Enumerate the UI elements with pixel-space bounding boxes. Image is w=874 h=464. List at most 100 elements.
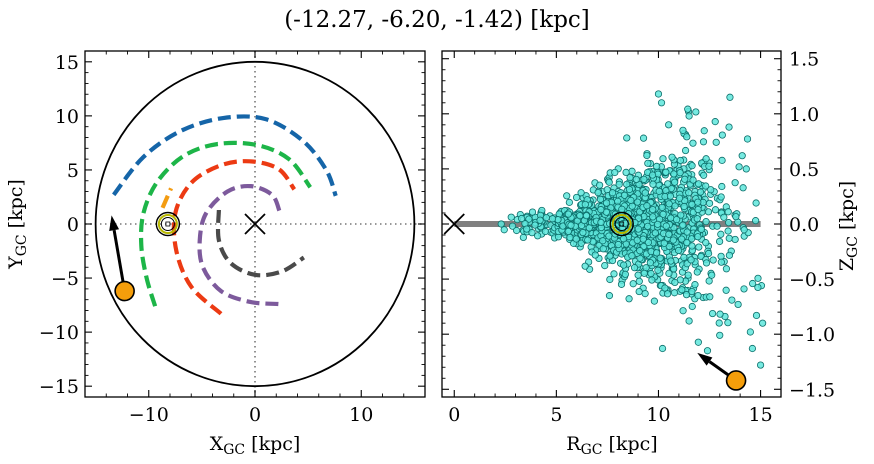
star-point	[716, 310, 724, 318]
star-point	[702, 218, 710, 226]
target-marker	[114, 280, 135, 302]
star-point	[731, 179, 739, 187]
star-point	[725, 219, 733, 227]
star-point	[715, 319, 723, 327]
star-point	[720, 213, 728, 221]
star-point	[670, 289, 679, 297]
star-point	[702, 182, 710, 190]
star-point	[717, 230, 725, 238]
star-point	[649, 180, 657, 188]
x-tick-label: 0	[448, 404, 460, 426]
star-point	[687, 256, 695, 264]
star-point	[717, 193, 725, 201]
star-point	[735, 163, 743, 171]
star-point	[739, 184, 747, 192]
motion-arrow	[109, 215, 127, 292]
y-tick-label: −15	[39, 376, 79, 398]
star-point	[738, 152, 746, 160]
star-point	[659, 155, 667, 163]
spiral-arm-orange	[160, 187, 173, 209]
star-point	[644, 222, 652, 230]
star-point	[676, 156, 685, 165]
target-marker-rz	[725, 370, 747, 391]
star-point	[724, 208, 732, 216]
star-point	[632, 175, 640, 184]
y-tick-label: 0.5	[789, 159, 819, 181]
star-point	[628, 202, 636, 210]
star-point	[618, 205, 626, 213]
y-tick-label: −5	[51, 268, 79, 290]
star-point	[566, 233, 574, 242]
star-point	[659, 210, 667, 218]
star-point	[625, 185, 634, 194]
star-scatter	[497, 90, 767, 369]
star-point	[685, 189, 693, 197]
star-point	[711, 118, 719, 126]
star-point	[694, 205, 702, 214]
star-point	[743, 135, 752, 143]
star-point	[591, 251, 599, 259]
sun-marker	[155, 211, 181, 237]
star-point	[585, 224, 593, 232]
star-point	[663, 290, 672, 298]
spiral-arm-purple	[197, 183, 282, 307]
star-point	[620, 191, 629, 199]
star-point	[523, 225, 531, 233]
star-point	[665, 121, 673, 129]
star-point	[705, 199, 714, 207]
star-point	[688, 162, 696, 170]
star-point	[606, 252, 614, 260]
star-point	[667, 214, 675, 222]
star-point	[709, 256, 717, 264]
y-tick-label: −10	[39, 322, 79, 344]
star-point	[716, 237, 724, 246]
star-point	[725, 234, 733, 242]
star-point	[759, 319, 767, 327]
star-point	[683, 239, 691, 247]
star-point	[564, 227, 572, 236]
star-point	[693, 268, 701, 276]
star-point	[676, 169, 684, 177]
star-point	[623, 134, 631, 142]
star-point	[717, 258, 725, 266]
star-point	[643, 202, 651, 210]
star-point	[513, 226, 521, 235]
star-point	[627, 196, 635, 204]
star-point	[713, 222, 721, 230]
star-point	[581, 200, 589, 209]
star-point	[722, 286, 730, 294]
star-point	[679, 221, 687, 229]
star-point	[680, 253, 688, 261]
star-point	[705, 277, 713, 285]
star-point	[688, 287, 696, 296]
star-point	[695, 180, 703, 188]
star-point	[572, 235, 580, 243]
star-point	[665, 230, 673, 238]
star-point	[594, 188, 602, 197]
star-point	[651, 229, 659, 237]
star-point	[656, 254, 664, 262]
star-point	[542, 214, 550, 222]
star-point	[669, 236, 677, 244]
star-point	[536, 216, 544, 224]
star-point	[716, 331, 724, 339]
star-point	[644, 238, 652, 246]
star-point	[752, 199, 760, 207]
star-point	[704, 208, 713, 216]
star-point	[665, 269, 673, 277]
star-point	[615, 180, 623, 188]
star-point	[703, 347, 712, 355]
star-point	[525, 215, 533, 223]
star-point	[732, 213, 740, 221]
star-point	[694, 291, 702, 300]
star-point	[635, 287, 643, 296]
left-y-axis-label: YGC [kpc]	[5, 179, 30, 270]
y-tick-label: −1.0	[789, 324, 835, 346]
star-point	[597, 206, 605, 214]
star-point	[500, 226, 508, 234]
star-point	[658, 203, 666, 211]
star-point	[678, 235, 686, 243]
star-point	[655, 187, 663, 195]
star-point	[649, 205, 657, 214]
star-point	[664, 180, 672, 188]
